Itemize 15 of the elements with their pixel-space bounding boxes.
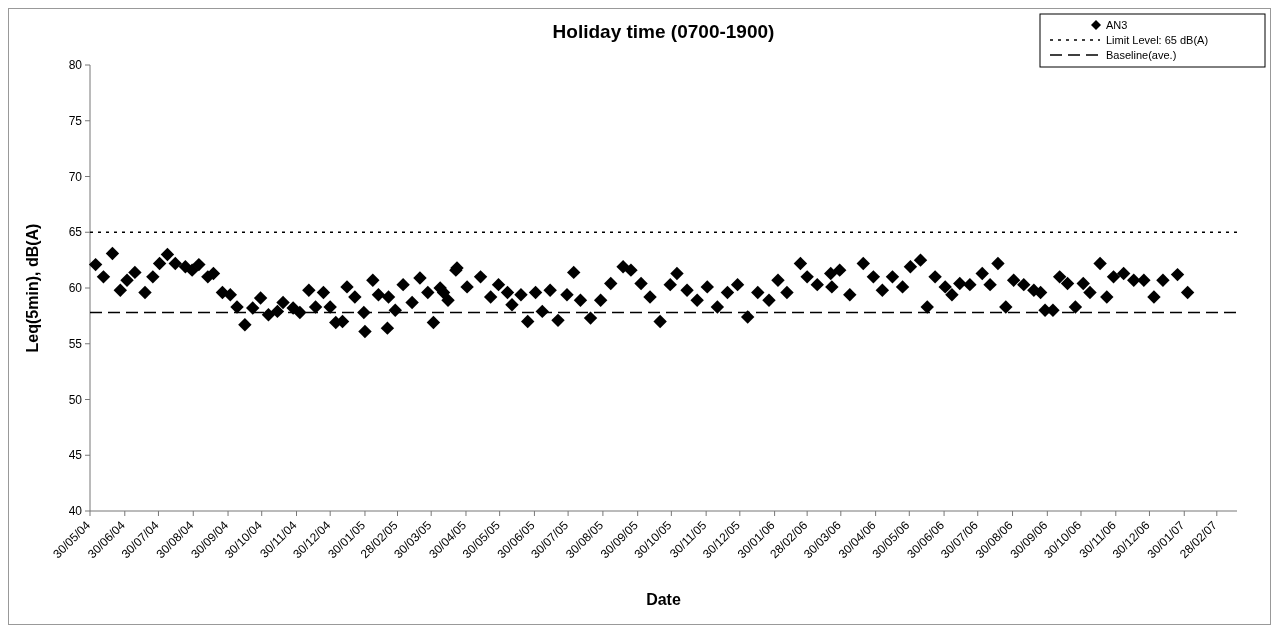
y-tick-label: 50 bbox=[68, 392, 83, 407]
y-tick-label: 65 bbox=[68, 225, 83, 240]
x-axis-title: Date bbox=[646, 591, 681, 608]
y-tick-label: 75 bbox=[68, 113, 83, 128]
y-axis-title: Leq(5min), dB(A) bbox=[24, 223, 41, 353]
legend-label: AN3 bbox=[1106, 18, 1128, 31]
y-tick-label: 60 bbox=[68, 281, 83, 296]
y-tick-label: 70 bbox=[68, 169, 83, 184]
chart-title: Holiday time (0700-1900) bbox=[552, 21, 775, 42]
y-tick-label: 80 bbox=[68, 58, 83, 73]
y-tick-label: 55 bbox=[68, 336, 83, 351]
legend-label: Limit Level: 65 dB(A) bbox=[1106, 33, 1209, 46]
y-tick-label: 40 bbox=[68, 504, 83, 519]
y-tick-label: 45 bbox=[68, 448, 83, 463]
legend-label: Baseline(ave.) bbox=[1106, 48, 1177, 61]
